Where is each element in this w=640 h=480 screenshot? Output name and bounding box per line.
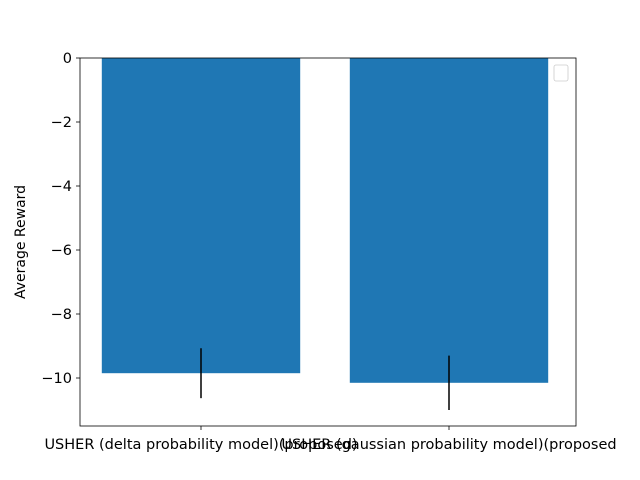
y-tick-label-1: −2 [51,115,72,131]
y-tick-label-0: 0 [63,51,72,67]
bar-1 [101,58,301,374]
x-tick-label-2: USHER (gaussian probability model)(propo… [281,437,616,453]
bars-group [101,58,549,383]
bar-2 [349,58,549,383]
y-tick-label-5: −10 [41,371,72,387]
y-tick-label-4: −8 [51,307,72,323]
y-axis-label: Average Reward [13,185,29,299]
error-bars-group [200,348,450,410]
x-axis: USHER (delta probability model)(proposed… [44,426,617,453]
y-tick-label-2: −4 [51,179,72,195]
y-axis: 0 −2 −4 −6 −8 −10 [41,51,80,387]
x-tick-label-1: USHER (delta probability model)(proposed… [44,437,357,453]
legend-box [553,64,569,82]
plot-frame [79,57,577,427]
y-tick-label-3: −6 [51,243,72,259]
